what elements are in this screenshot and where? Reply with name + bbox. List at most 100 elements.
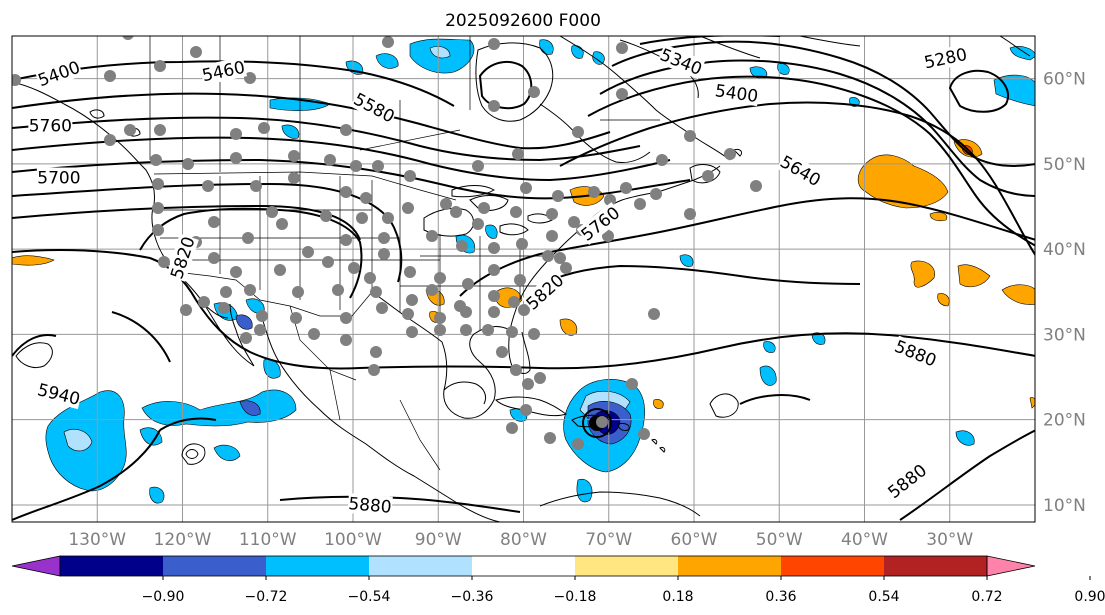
station-marker bbox=[404, 266, 416, 278]
colorbar-tick-labels: −0.90 −0.72 −0.54 −0.36 −0.18 0.18 0.36 0.54 0.7… bbox=[142, 576, 1105, 605]
contour-label-bg bbox=[883, 459, 931, 503]
longitude-label: 120°W bbox=[154, 530, 212, 550]
colorbar-tick-label: −0.18 bbox=[554, 589, 597, 605]
coastlines bbox=[12, 36, 1031, 522]
station-marker bbox=[276, 218, 288, 230]
station-marker bbox=[496, 346, 508, 358]
station-marker bbox=[154, 124, 166, 136]
station-marker bbox=[602, 230, 614, 242]
station-marker bbox=[520, 182, 532, 194]
station-marker bbox=[104, 134, 116, 146]
observation-stations bbox=[12, 36, 762, 450]
longitude-labels: 130°W 120°W 110°W 100°W 90°W 80°W 70°W 60°W 50°W… bbox=[68, 530, 973, 550]
colorbar-tick-label: 0.36 bbox=[765, 589, 796, 605]
station-marker bbox=[434, 324, 446, 336]
station-marker bbox=[382, 36, 394, 48]
station-marker bbox=[290, 312, 302, 324]
contour-label-bg bbox=[166, 233, 199, 282]
station-marker bbox=[258, 122, 270, 134]
station-marker bbox=[368, 364, 380, 376]
station-marker bbox=[404, 170, 416, 182]
station-marker bbox=[154, 60, 166, 72]
station-marker bbox=[560, 262, 572, 274]
station-marker bbox=[250, 180, 262, 192]
station-marker bbox=[546, 230, 558, 242]
station-marker bbox=[460, 324, 472, 336]
colorbar-segment bbox=[575, 556, 678, 576]
station-marker bbox=[180, 304, 192, 316]
contour-label-text: 5700 bbox=[37, 169, 80, 189]
latitude-label: 30°N bbox=[1043, 325, 1086, 345]
colorbar-tick-label: 0.54 bbox=[868, 589, 899, 605]
station-marker bbox=[292, 286, 304, 298]
station-marker bbox=[572, 126, 584, 138]
longitude-label: 50°W bbox=[756, 530, 803, 550]
station-marker bbox=[124, 124, 136, 136]
station-marker bbox=[340, 234, 352, 246]
station-marker bbox=[426, 230, 438, 242]
contour-label-bg bbox=[891, 335, 940, 371]
station-marker bbox=[488, 264, 500, 276]
contour-label-bg bbox=[657, 44, 706, 80]
station-marker bbox=[506, 326, 518, 338]
station-marker bbox=[402, 308, 414, 320]
station-marker bbox=[488, 306, 500, 318]
latitude-label: 20°N bbox=[1043, 411, 1086, 431]
colorbar-segment bbox=[163, 556, 266, 576]
station-marker bbox=[638, 428, 650, 440]
station-marker bbox=[450, 206, 462, 218]
station-marker bbox=[572, 438, 584, 450]
station-marker bbox=[230, 266, 242, 278]
contour-label-bg bbox=[34, 56, 83, 91]
longitude-label: 70°W bbox=[585, 530, 632, 550]
contour-label: 5700 bbox=[36, 167, 81, 189]
map-frame bbox=[11, 35, 1036, 523]
station-marker bbox=[150, 154, 162, 166]
longitude-label: 30°W bbox=[926, 530, 973, 550]
station-marker bbox=[288, 172, 300, 184]
latitude-labels: 10°N 20°N 30°N 40°N 50°N 60°N bbox=[1043, 70, 1086, 516]
station-marker bbox=[350, 160, 362, 172]
station-marker bbox=[220, 286, 232, 298]
station-marker bbox=[684, 130, 696, 142]
station-marker bbox=[190, 46, 202, 58]
station-marker bbox=[552, 190, 564, 202]
station-marker bbox=[544, 432, 556, 444]
station-marker bbox=[208, 216, 220, 228]
colorbar-tick-label: 0.18 bbox=[662, 589, 693, 605]
station-marker bbox=[518, 304, 530, 316]
colorbar-segment bbox=[369, 556, 472, 576]
station-marker bbox=[122, 36, 134, 40]
station-marker bbox=[308, 328, 320, 340]
longitude-label: 100°W bbox=[324, 530, 382, 550]
station-marker bbox=[302, 246, 314, 258]
station-marker bbox=[152, 202, 164, 214]
latitude-label: 50°N bbox=[1043, 155, 1086, 175]
station-marker bbox=[634, 198, 646, 210]
colorbar bbox=[11, 555, 1036, 577]
contour-label-bg bbox=[350, 88, 399, 127]
colorbar-tick-label: 0.72 bbox=[971, 589, 1002, 605]
station-marker bbox=[702, 170, 714, 182]
station-marker bbox=[208, 252, 220, 264]
longitude-label: 90°W bbox=[415, 530, 462, 550]
station-marker bbox=[546, 208, 558, 220]
station-marker bbox=[426, 284, 438, 296]
contour-label: 5760 bbox=[28, 115, 73, 137]
station-marker bbox=[244, 284, 256, 296]
station-marker bbox=[488, 242, 500, 254]
station-marker bbox=[266, 206, 278, 218]
map-title: 2025092600 F000 bbox=[445, 11, 601, 31]
station-marker bbox=[620, 182, 632, 194]
station-marker bbox=[376, 302, 388, 314]
station-marker bbox=[182, 158, 194, 170]
station-marker bbox=[750, 180, 762, 192]
colorbar-tick-label: 0.90 bbox=[1074, 589, 1105, 605]
station-marker bbox=[434, 312, 446, 324]
colorbar-tick-label: −0.90 bbox=[142, 589, 185, 605]
contour-label-bg bbox=[713, 80, 760, 107]
station-marker bbox=[244, 72, 256, 84]
station-marker bbox=[528, 86, 540, 98]
station-marker bbox=[512, 148, 524, 160]
station-marker bbox=[522, 378, 534, 390]
